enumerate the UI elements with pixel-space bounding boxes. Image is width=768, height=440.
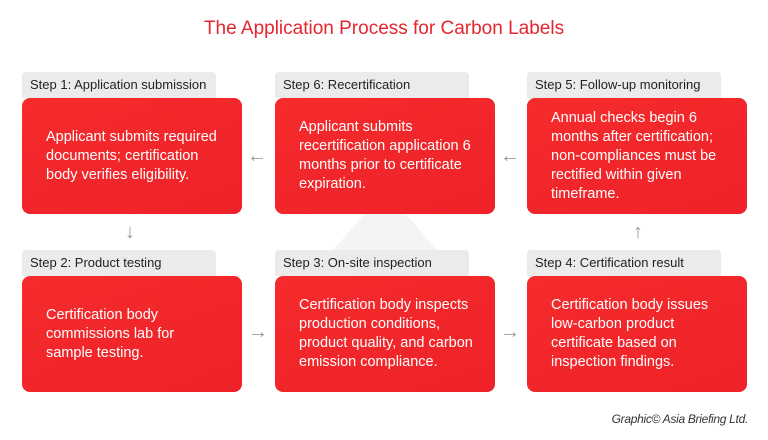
arrow-right-icon: → bbox=[500, 321, 520, 343]
step-label: Step 4: Certification result bbox=[527, 250, 721, 276]
credit-text: Graphic© Asia Briefing Ltd. bbox=[611, 412, 749, 426]
step-1: Step 1: Application submission Applicant… bbox=[22, 72, 242, 214]
step-5: Step 5: Follow-up monitoring Annual chec… bbox=[527, 72, 747, 214]
step-label: Step 5: Follow-up monitoring bbox=[527, 72, 721, 98]
step-description: Applicant submits recertification applic… bbox=[275, 98, 495, 214]
step-description: Certification body commissions lab for s… bbox=[22, 276, 242, 392]
arrow-left-icon: ← bbox=[500, 145, 520, 167]
arrow-right-icon: → bbox=[248, 321, 268, 343]
step-description: Annual checks begin 6 months after certi… bbox=[527, 98, 747, 214]
step-label: Step 6: Recertification bbox=[275, 72, 469, 98]
step-6: Step 6: Recertification Applicant submit… bbox=[275, 72, 495, 214]
arrow-down-icon: ↓ bbox=[125, 221, 135, 243]
step-description: Applicant submits required documents; ce… bbox=[22, 98, 242, 214]
step-3: Step 3: On-site inspection Certification… bbox=[275, 250, 495, 392]
step-description: Certification body issues low-carbon pro… bbox=[527, 276, 747, 392]
step-label: Step 3: On-site inspection bbox=[275, 250, 469, 276]
diagram-title: The Application Process for Carbon Label… bbox=[203, 18, 565, 39]
step-4: Step 4: Certification result Certificati… bbox=[527, 250, 747, 392]
arrow-left-icon: ← bbox=[247, 145, 267, 167]
step-label: Step 2: Product testing bbox=[22, 250, 216, 276]
arrow-up-icon: ↑ bbox=[633, 221, 643, 243]
step-2: Step 2: Product testing Certification bo… bbox=[22, 250, 242, 392]
step-description: Certification body inspects production c… bbox=[275, 276, 495, 392]
step-label: Step 1: Application submission bbox=[22, 72, 216, 98]
